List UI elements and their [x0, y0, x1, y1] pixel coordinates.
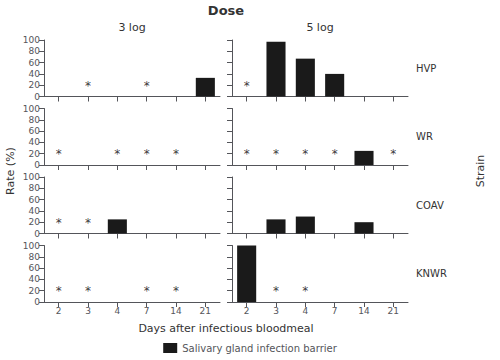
- svg-text:40: 40: [29, 69, 41, 79]
- svg-text:*: *: [85, 284, 91, 298]
- svg-text:14: 14: [358, 306, 370, 316]
- svg-text:20: 20: [29, 149, 41, 159]
- svg-text:80: 80: [29, 252, 41, 262]
- svg-text:*: *: [56, 147, 62, 161]
- svg-text:Salivary gland infection barri: Salivary gland infection barrier: [182, 343, 337, 354]
- svg-text:40: 40: [29, 274, 41, 284]
- svg-text:*: *: [173, 284, 179, 298]
- svg-text:*: *: [144, 147, 150, 161]
- svg-text:3: 3: [273, 306, 279, 316]
- svg-text:0: 0: [34, 92, 40, 102]
- svg-text:80: 80: [29, 183, 41, 193]
- svg-text:HVP: HVP: [416, 63, 436, 74]
- svg-text:0: 0: [34, 297, 40, 307]
- svg-text:80: 80: [29, 46, 41, 56]
- svg-text:4: 4: [114, 306, 120, 316]
- svg-text:*: *: [390, 147, 396, 161]
- svg-text:20: 20: [29, 80, 41, 90]
- svg-text:*: *: [114, 147, 120, 161]
- svg-text:100: 100: [23, 172, 40, 182]
- svg-text:*: *: [302, 284, 308, 298]
- svg-text:20: 20: [29, 217, 41, 227]
- svg-text:60: 60: [29, 126, 41, 136]
- svg-text:*: *: [273, 147, 279, 161]
- svg-text:Rate (%): Rate (%): [4, 147, 17, 195]
- svg-text:*: *: [56, 284, 62, 298]
- svg-text:*: *: [244, 79, 250, 93]
- svg-text:0: 0: [34, 160, 40, 170]
- svg-text:21: 21: [388, 306, 399, 316]
- svg-text:40: 40: [29, 206, 41, 216]
- svg-text:100: 100: [23, 241, 40, 251]
- svg-text:*: *: [144, 79, 150, 93]
- svg-text:60: 60: [29, 263, 41, 273]
- svg-text:*: *: [173, 147, 179, 161]
- svg-text:3: 3: [85, 306, 91, 316]
- svg-text:7: 7: [332, 306, 338, 316]
- svg-text:Dose: Dose: [208, 3, 244, 18]
- svg-text:3 log: 3 log: [118, 21, 145, 34]
- svg-text:COAV: COAV: [416, 200, 444, 211]
- svg-text:40: 40: [29, 137, 41, 147]
- svg-text:80: 80: [29, 115, 41, 125]
- svg-text:*: *: [144, 284, 150, 298]
- svg-text:5 log: 5 log: [306, 21, 333, 34]
- svg-text:60: 60: [29, 58, 41, 68]
- svg-text:*: *: [332, 147, 338, 161]
- svg-text:*: *: [85, 79, 91, 93]
- svg-text:100: 100: [23, 35, 40, 45]
- svg-text:0: 0: [34, 229, 40, 239]
- svg-text:2: 2: [244, 306, 250, 316]
- svg-text:KNWR: KNWR: [416, 268, 447, 279]
- svg-text:*: *: [244, 147, 250, 161]
- svg-text:*: *: [85, 216, 91, 230]
- svg-text:100: 100: [23, 104, 40, 114]
- svg-text:14: 14: [170, 306, 182, 316]
- svg-text:7: 7: [144, 306, 150, 316]
- svg-text:Days after infectious bloodmea: Days after infectious bloodmeal: [138, 322, 313, 335]
- svg-text:60: 60: [29, 195, 41, 205]
- svg-text:21: 21: [200, 306, 211, 316]
- svg-text:*: *: [302, 147, 308, 161]
- svg-text:*: *: [56, 216, 62, 230]
- svg-text:Strain: Strain: [474, 155, 487, 188]
- svg-text:*: *: [273, 284, 279, 298]
- svg-text:2: 2: [56, 306, 62, 316]
- svg-text:WR: WR: [416, 131, 433, 142]
- svg-text:4: 4: [302, 306, 308, 316]
- svg-text:20: 20: [29, 286, 41, 296]
